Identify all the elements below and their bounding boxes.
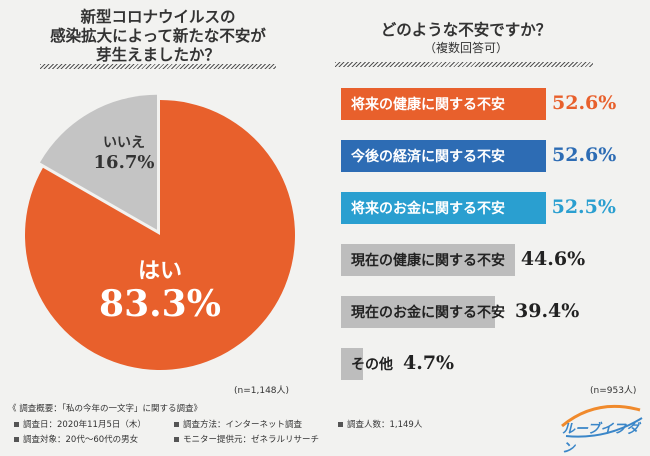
bar-title-underline [335,62,593,67]
bar-value-4: 44.6% [520,248,586,270]
pie-label-yes-value: 83.3% [99,283,221,325]
pie-slice-no [39,94,157,230]
pie-label-no: いいえ 16.7% [92,132,156,173]
bar-title: どのような不安ですか？ （複数回答可） [346,20,586,58]
bar-5 [341,296,495,328]
logo: ルーブイフダン [562,422,640,456]
bar-2 [341,140,546,172]
bar-value-6: 4.7% [403,352,455,374]
pie-title-line-3: 芽生えましたか？ [95,45,220,64]
survey-item-target: 調査対象：20代〜60代の男女 [14,433,138,445]
bar-value-3: 52.5% [551,196,616,218]
pie-label-no-value: 16.7% [93,152,155,173]
bar-4 [341,244,515,276]
bar-3 [341,192,546,224]
bar-label-5: 現在のお金に関する不安 [351,305,505,321]
survey-item-method: 調査方法：インターネット調査 [174,418,302,430]
bar-label-4: 現在の健康に関する不安 [351,253,505,269]
bar-value-5: 39.4% [515,300,580,322]
survey-item-date: 調査日：2020年11月5日（木） [14,418,146,430]
pie-title-line-2: 感染拡大によって新たな不安が [50,26,266,45]
pie-label-yes-name: はい [137,258,182,284]
bar-1 [341,88,546,120]
bar-n-label: (n=953人) [590,386,637,396]
pie-title: 新型コロナウイルスの 感染拡大によって新たな不安が 芽生えましたか？ [38,7,278,64]
pie-label-yes: はい 83.3% [95,253,225,323]
bar-label-3: 将来のお金に関する不安 [351,201,505,217]
pie-title-line-1: 新型コロナウイルスの [80,7,236,26]
logo-swoosh [561,404,643,438]
bar-label-6: その他 [351,357,393,373]
bar-title-sub: （複数回答可） [423,41,508,55]
bar-value-2: 52.6% [552,144,617,166]
bar-label-1: 将来の健康に関する不安 [351,97,505,113]
pie-title-underline [40,64,276,69]
bar-6 [341,348,363,380]
pie-slice-yes [24,100,296,371]
bar-title-main: どのような不安ですか？ [380,20,552,39]
pie-label-no-name: いいえ [103,135,145,151]
survey-item-monitor: モニター提供元：ゼネラルリサーチ [174,433,319,445]
pie-n-label: (n=1,148人) [234,386,290,396]
bar-value-1: 52.6% [552,92,617,114]
survey-heading: 《 調査概要：「私の今年の一文字」に関する調査》 [8,404,202,414]
survey-item-count: 調査人数：1,149人 [338,418,422,430]
bar-label-2: 今後の経済に関する不安 [351,149,505,165]
